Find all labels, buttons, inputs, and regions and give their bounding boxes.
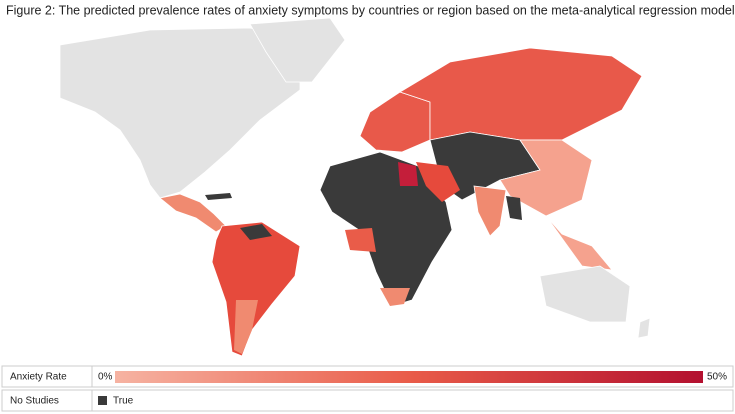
legend-swatch — [98, 396, 107, 405]
russia — [399, 47, 643, 141]
world-map — [59, 17, 651, 357]
north-america — [59, 27, 301, 199]
new-zealand — [637, 317, 651, 339]
color-scale — [115, 371, 703, 383]
caribbean — [205, 193, 232, 200]
greenland — [249, 17, 346, 83]
africa-rates — [345, 228, 376, 252]
myanmar — [506, 196, 522, 220]
legend: Anxiety Rate 0% 50% No Studies True — [1, 365, 734, 412]
central-america — [159, 193, 227, 233]
south-africa — [380, 288, 410, 306]
europe — [359, 91, 431, 153]
legend-min: 0% — [98, 372, 113, 383]
south-america-no-studies — [240, 224, 272, 240]
india — [473, 185, 507, 237]
argentina — [234, 300, 258, 354]
legend-value: True — [113, 396, 134, 407]
southeast-asia — [545, 215, 613, 271]
legend-label: No Studies — [10, 396, 59, 407]
middle-east — [416, 162, 460, 202]
legend-row — [1, 389, 734, 412]
australia — [539, 265, 631, 323]
legend-label: Anxiety Rate — [10, 372, 67, 383]
legend-max: 50% — [707, 372, 727, 383]
egypt — [398, 162, 418, 186]
south-america — [211, 221, 301, 357]
figure-title: Figure 2: The predicted prevalence rates… — [6, 3, 735, 17]
